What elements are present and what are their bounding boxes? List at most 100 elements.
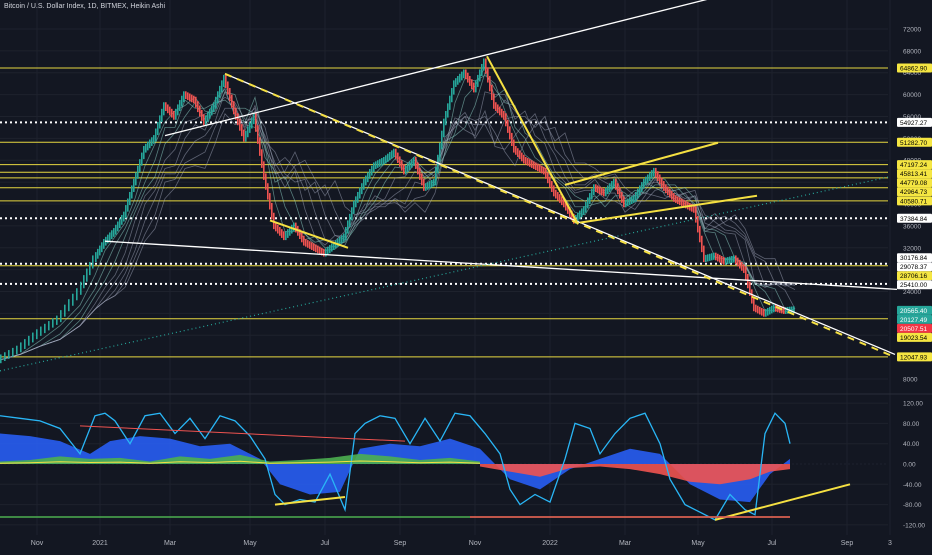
candle	[80, 281, 82, 295]
candle	[565, 200, 567, 211]
candle	[423, 178, 425, 191]
candle	[765, 309, 767, 317]
candle	[731, 255, 733, 264]
candle	[527, 158, 529, 166]
candle	[60, 310, 62, 323]
candle	[693, 205, 695, 213]
candle	[649, 172, 651, 182]
candle	[103, 239, 105, 249]
candle	[409, 161, 411, 171]
candle	[295, 222, 297, 233]
candle	[167, 104, 169, 114]
candle	[751, 289, 753, 304]
candle	[359, 187, 361, 199]
candle	[763, 309, 765, 317]
price-label: 42964.73	[900, 189, 927, 196]
candle	[393, 148, 395, 157]
candle	[231, 94, 233, 108]
candle	[551, 181, 553, 192]
price-label: 44779.08	[900, 180, 927, 187]
candle	[153, 135, 155, 144]
candle	[4, 352, 6, 362]
candle	[719, 254, 721, 263]
price-label-bg	[897, 169, 932, 179]
candle	[517, 148, 519, 157]
candle	[595, 184, 597, 192]
candle	[577, 212, 579, 222]
candle	[761, 307, 763, 316]
candle	[391, 150, 393, 159]
candle	[131, 185, 133, 199]
candle	[211, 105, 213, 116]
candle	[675, 195, 677, 203]
candle	[133, 178, 135, 192]
candle	[497, 104, 499, 114]
candle	[661, 177, 663, 188]
price-label: 25410.00	[900, 282, 927, 289]
candle	[717, 253, 719, 262]
candle	[733, 255, 735, 263]
y-tick-label: 60000	[903, 92, 921, 99]
candle	[425, 183, 427, 191]
candle	[243, 129, 245, 142]
candle	[327, 246, 329, 255]
candle	[665, 184, 667, 194]
candle	[557, 191, 559, 201]
candle	[579, 210, 581, 220]
price-label-bg	[897, 178, 932, 188]
candle	[531, 160, 533, 168]
candle	[545, 167, 547, 179]
candle	[76, 288, 78, 301]
candle	[635, 191, 637, 202]
candle	[445, 111, 447, 126]
candle	[325, 248, 327, 257]
candle	[135, 172, 137, 186]
candle	[363, 178, 365, 190]
candle	[345, 226, 347, 241]
candle	[741, 261, 743, 271]
candle	[461, 71, 463, 81]
candle	[319, 246, 321, 255]
candle	[487, 67, 489, 83]
candle	[771, 305, 773, 314]
candle	[129, 191, 131, 206]
candle	[499, 106, 501, 116]
candle	[169, 106, 171, 116]
price-label: 20507.51	[900, 326, 927, 333]
price-label: 45813.41	[900, 171, 927, 178]
price-label: 47197.24	[900, 162, 927, 169]
candle	[349, 213, 351, 227]
candle	[501, 108, 503, 118]
candle	[36, 329, 38, 340]
candle	[159, 115, 161, 129]
candle	[64, 304, 66, 317]
candle	[199, 105, 201, 117]
candle	[735, 255, 737, 265]
candle	[137, 165, 139, 179]
candle	[443, 118, 445, 138]
candle	[743, 264, 745, 273]
candle	[187, 92, 189, 101]
candle	[261, 149, 263, 168]
candle	[179, 100, 181, 111]
candle	[715, 252, 717, 261]
price-label-bg	[897, 262, 932, 272]
candle	[139, 159, 141, 173]
candle	[369, 168, 371, 179]
price-label-bg	[897, 323, 932, 333]
candle	[72, 293, 74, 306]
x-tick-label: 3	[888, 540, 892, 547]
price-label: 40580.71	[900, 198, 927, 205]
candle	[40, 326, 42, 336]
ma-ribbon-line	[0, 66, 796, 361]
candle	[303, 235, 305, 246]
candle	[263, 161, 265, 180]
candle	[607, 185, 609, 195]
candle	[655, 167, 657, 178]
price-label: 20565.40	[900, 308, 927, 315]
candle	[381, 158, 383, 166]
candle	[233, 101, 235, 115]
candle	[16, 345, 18, 355]
